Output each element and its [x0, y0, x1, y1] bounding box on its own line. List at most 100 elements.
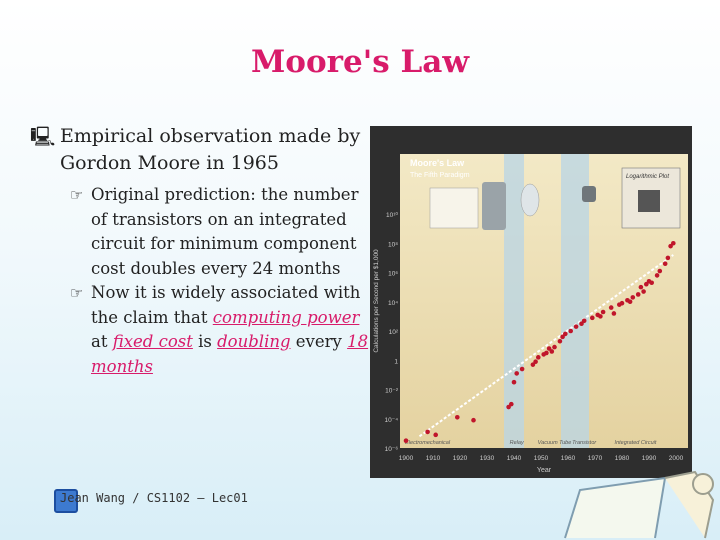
data-point	[403, 438, 409, 443]
data-point	[519, 366, 525, 372]
data-point	[649, 280, 654, 286]
era-labels: Electromechanical Relay Vacuum Tube Transis…	[405, 440, 657, 446]
data-point	[630, 295, 636, 300]
bullet-sub-2-text-3: is	[192, 332, 218, 351]
fixed-cost-link[interactable]: fixed cost	[112, 332, 193, 351]
data-point	[611, 311, 617, 316]
bullet-list: 🖳 Empirical observation made by Gordon M…	[30, 123, 370, 379]
data-point	[544, 350, 549, 356]
computer-bullet-icon: 🖳	[30, 126, 56, 148]
y-tick-label: 10⁶	[388, 271, 398, 278]
data-point	[590, 315, 595, 321]
figure-subtitle: The Fifth Paradigm	[410, 172, 470, 179]
x-tick-label: 2000	[669, 455, 684, 462]
data-point	[549, 349, 555, 354]
data-point	[668, 243, 673, 249]
data-point	[635, 292, 641, 297]
moores-law-figure: Moore's Law The Fifth Paradigm Logarithm…	[370, 126, 692, 478]
data-point	[511, 379, 517, 385]
x-tick-label: 1980	[615, 455, 630, 462]
y-axis-ticks: 10⁻⁶ 10⁻⁴ 10⁻² 1 10² 10⁴ 10⁶ 10⁸ 10¹⁰	[385, 211, 399, 453]
y-tick-label: 10⁸	[388, 241, 398, 248]
y-tick-label: 10⁻²	[385, 388, 399, 395]
transistor-icon	[582, 186, 596, 202]
data-point	[573, 324, 579, 329]
bullet-main: 🖳 Empirical observation made by Gordon M…	[30, 123, 370, 177]
data-point	[638, 284, 644, 290]
bullet-main-text: Empirical observation made by Gordon Moo…	[60, 125, 361, 174]
x-tick-label: 1910	[426, 455, 441, 462]
slide-title: Moore's Law	[250, 44, 470, 80]
doubling-link[interactable]: doubling	[217, 332, 291, 351]
data-point	[557, 338, 563, 344]
x-tick-label: 1930	[480, 455, 495, 462]
university-logo-icon	[54, 489, 78, 513]
data-point	[514, 371, 519, 376]
pointing-hand-bullet-icon: ☞	[70, 186, 84, 204]
data-point	[598, 314, 603, 319]
x-tick-label: 1940	[507, 455, 522, 462]
x-tick-label: 1960	[561, 455, 576, 462]
y-tick-label: 10²	[389, 329, 399, 336]
data-point	[471, 417, 476, 423]
pointing-hand-bullet-icon: ☞	[70, 284, 84, 302]
data-point	[568, 328, 573, 334]
y-axis-label: Calculations per Second per $1,000	[373, 249, 380, 353]
bullet-sub-2-text-4: every	[290, 332, 348, 351]
x-tick-label: 1990	[642, 455, 657, 462]
footer-text: Jean Wang / CS1102 – Lec01	[60, 491, 248, 505]
data-point	[530, 362, 536, 367]
data-point	[433, 432, 438, 438]
data-point	[546, 346, 552, 351]
chair-cartoon-icon	[564, 470, 715, 539]
data-point	[671, 240, 676, 246]
data-point	[600, 309, 606, 315]
trend-line	[418, 254, 674, 438]
x-axis-label: Year	[537, 467, 552, 474]
data-point	[455, 414, 460, 420]
bullet-sub-2-text-1: Now it is widely associated with the cla…	[91, 283, 361, 327]
y-tick-label: 10⁻⁶	[385, 446, 399, 453]
y-tick-label: 10⁻⁴	[385, 417, 399, 424]
integrated-circuit-chip-icon	[638, 190, 660, 212]
data-point	[581, 318, 587, 324]
computing-power-link[interactable]: computing power	[212, 307, 360, 327]
data-point	[506, 404, 511, 410]
data-point	[641, 289, 646, 294]
y-tick-label: 10¹⁰	[386, 211, 398, 219]
data-point	[654, 273, 660, 278]
18-months-link[interactable]: 18 months	[91, 332, 369, 376]
data-point	[627, 299, 633, 305]
vacuum-tube-icon	[520, 183, 540, 217]
data-point	[560, 334, 565, 340]
data-point	[536, 355, 541, 360]
logarithmic-plot-tag: Logarithmic Plot	[626, 174, 669, 180]
y-tick-label: 1	[394, 358, 398, 365]
figure-title: Moore's Law	[410, 158, 465, 168]
data-point	[533, 359, 538, 365]
data-point	[644, 281, 649, 287]
era-label: Transistor	[572, 440, 597, 446]
relay-icon	[482, 182, 506, 230]
x-tick-label: 1920	[453, 455, 468, 462]
data-point	[552, 344, 557, 350]
x-tick-label: 1970	[588, 455, 603, 462]
bullet-sub-1: ☞ Original prediction: the number of tra…	[30, 183, 370, 281]
era-label: Relay	[510, 440, 525, 446]
era-label: Electromechanical	[405, 440, 451, 446]
bullet-sub-2: ☞ Now it is widely associated with the c…	[30, 281, 370, 379]
data-point	[563, 331, 568, 337]
bullet-sub-2-text-2: at	[91, 332, 113, 351]
data-point	[662, 261, 668, 267]
y-tick-label: 10⁴	[388, 300, 398, 307]
bullet-sub-1-text: Original prediction: the number of trans…	[91, 185, 359, 278]
era-label: Vacuum Tube	[538, 440, 572, 446]
era-label: Integrated Circuit	[615, 440, 657, 446]
transistor-era-band	[561, 154, 589, 448]
x-tick-label: 1900	[399, 455, 414, 462]
data-point	[425, 429, 430, 435]
punch-card-icon	[429, 187, 479, 229]
data-point	[657, 268, 663, 274]
data-point	[619, 300, 625, 306]
moores-law-chart: Moore's Law The Fifth Paradigm Logarithm…	[373, 154, 688, 474]
